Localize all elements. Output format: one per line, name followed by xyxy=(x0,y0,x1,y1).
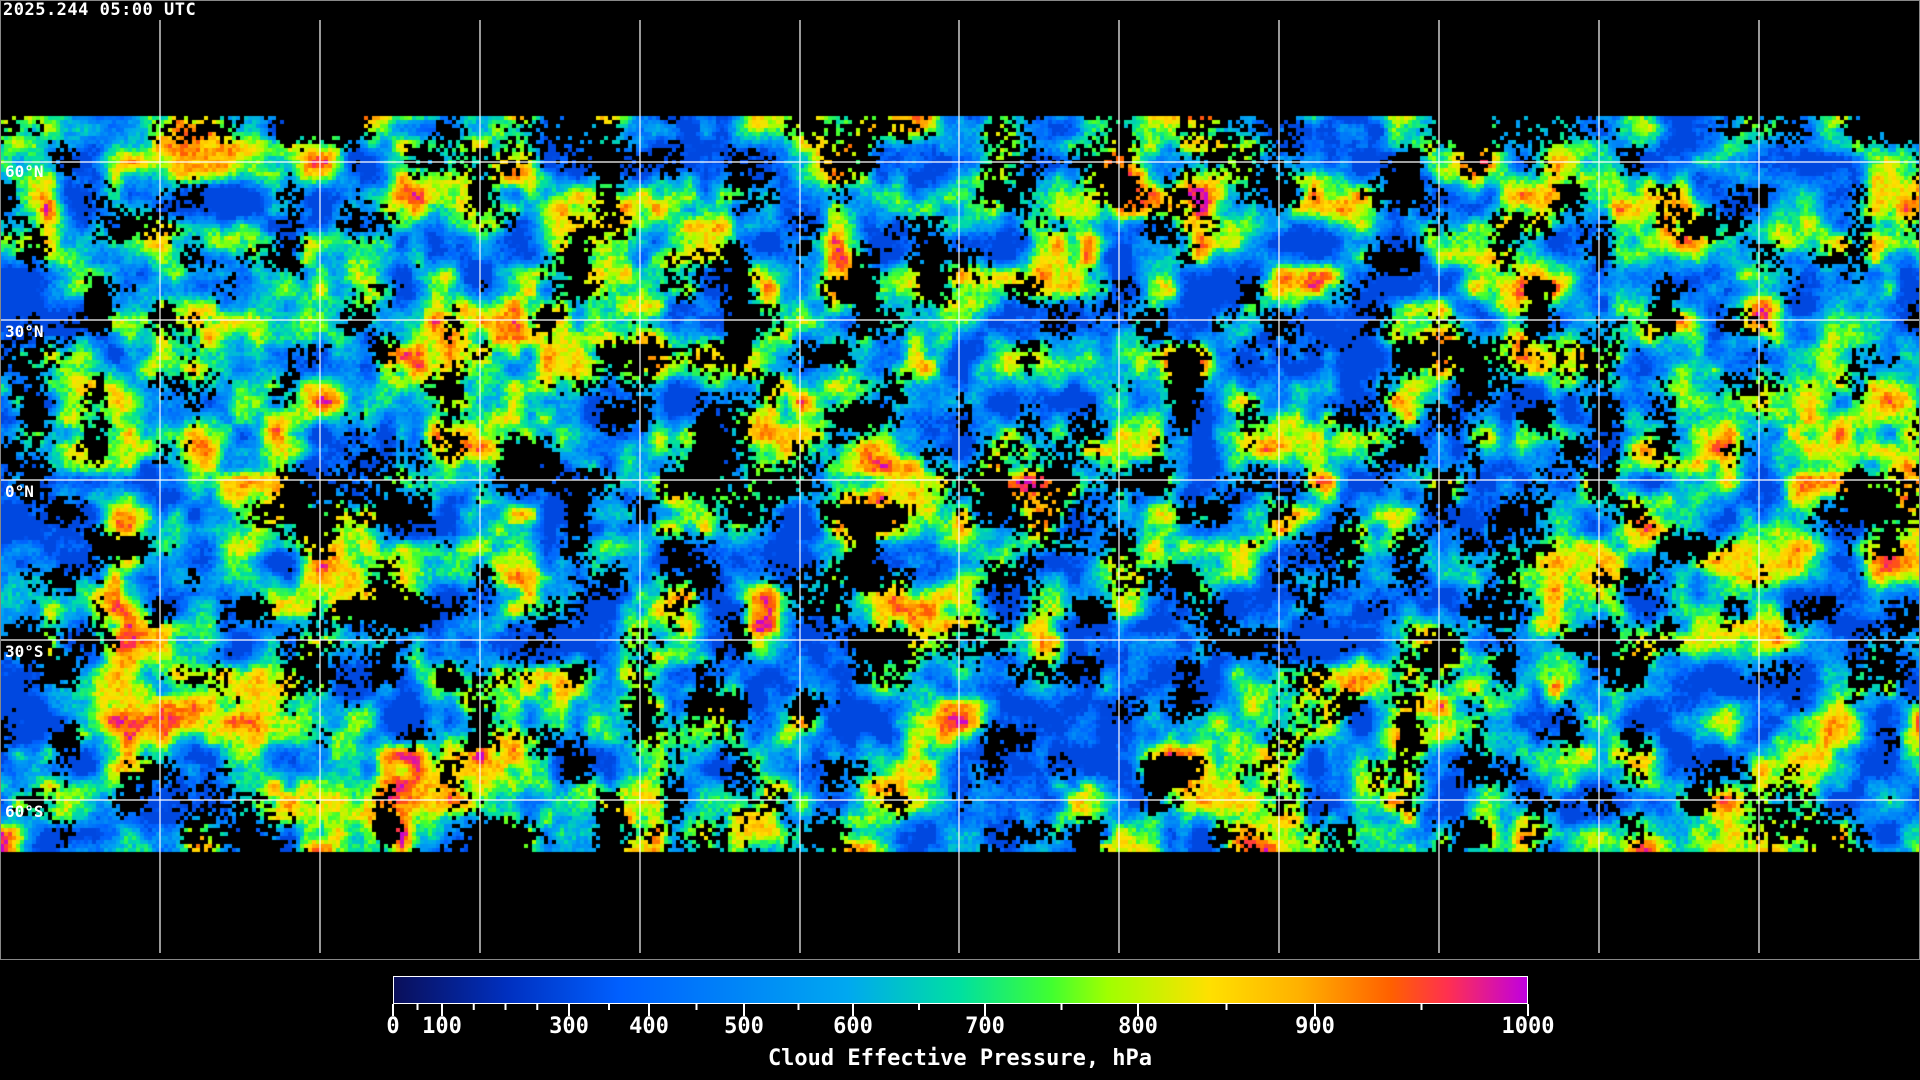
lat-lon-grid xyxy=(0,0,1920,960)
colorbar-tick-label: 600 xyxy=(833,1014,873,1039)
lat-label-0n: 0°N xyxy=(5,482,34,501)
colorbar-ticks xyxy=(392,1004,1529,1016)
lat-label-60s: 60°S xyxy=(5,802,44,821)
colorbar xyxy=(393,976,1528,1004)
colorbar-title: Cloud Effective Pressure, hPa xyxy=(767,1046,1153,1071)
colorbar-tick-label: 0 xyxy=(386,1014,400,1039)
timestamp: 2025.244 05:00 UTC xyxy=(3,0,197,20)
lat-label-60n: 60°N xyxy=(5,162,44,181)
colorbar-tick-label: 1000 xyxy=(1501,1014,1555,1039)
colorbar-tick-label: 700 xyxy=(965,1014,1005,1039)
lat-label-30s: 30°S xyxy=(5,642,44,661)
colorbar-tick-label: 900 xyxy=(1295,1014,1335,1039)
colorbar-tick-label: 100 xyxy=(422,1014,462,1039)
cloud-pressure-map xyxy=(0,0,1920,960)
colorbar-tick-label: 400 xyxy=(629,1014,669,1039)
colorbar-tick-label: 500 xyxy=(724,1014,764,1039)
colorbar-tick-label: 300 xyxy=(549,1014,589,1039)
colorbar-tick-label: 800 xyxy=(1118,1014,1158,1039)
lat-label-30n: 30°N xyxy=(5,322,44,341)
